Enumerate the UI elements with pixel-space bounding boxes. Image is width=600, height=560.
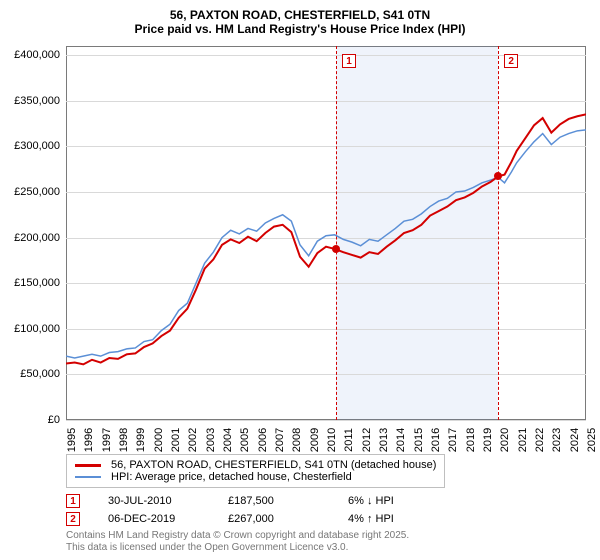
x-axis-label: 2011 <box>343 428 355 452</box>
legend-row: HPI: Average price, detached house, Ches… <box>75 471 436 483</box>
marker-badge: 1 <box>342 54 356 68</box>
x-axis-label: 2023 <box>551 428 563 452</box>
x-axis-label: 2013 <box>378 428 390 452</box>
marker-date: 30-JUL-2010 <box>108 495 200 507</box>
y-axis-label: £50,000 <box>20 368 60 380</box>
marker-badge: 2 <box>504 54 518 68</box>
chart-container: £0 £50,000 £100,000 £150,000 £200,000 £250,00… <box>0 40 600 448</box>
x-axis-label: 2007 <box>274 428 286 452</box>
chart-footer: 56, PAXTON ROAD, CHESTERFIELD, S41 0TN (… <box>0 448 600 560</box>
x-axis-label: 2001 <box>170 428 182 452</box>
series-line <box>66 130 586 358</box>
y-axis-label: £100,000 <box>14 323 60 335</box>
legend-label: 56, PAXTON ROAD, CHESTERFIELD, S41 0TN (… <box>111 459 436 471</box>
marker-dot <box>332 245 340 253</box>
x-axis-label: 2004 <box>222 428 234 452</box>
chart-titles: 56, PAXTON ROAD, CHESTERFIELD, S41 0TN P… <box>0 0 600 40</box>
x-axis-label: 2002 <box>187 428 199 452</box>
x-axis-label: 1998 <box>118 428 130 452</box>
series-line <box>66 114 586 364</box>
marker-delta: 4% ↑ HPI <box>348 513 440 525</box>
y-axis-label: £0 <box>48 414 60 426</box>
x-axis-label: 1997 <box>101 428 113 452</box>
x-axis-label: 2008 <box>291 428 303 452</box>
marker-price: £267,000 <box>228 513 320 525</box>
plot-area: £0£50,000£100,000£150,000£200,000£250,00… <box>66 46 586 420</box>
marker-delta: 6% ↓ HPI <box>348 495 440 507</box>
marker-badge: 1 <box>66 494 80 508</box>
x-axis-label: 2000 <box>153 428 165 452</box>
marker-dot <box>494 172 502 180</box>
title-address: 56, PAXTON ROAD, CHESTERFIELD, S41 0TN <box>4 8 596 22</box>
x-axis-label: 2021 <box>517 428 529 452</box>
x-axis-label: 2006 <box>257 428 269 452</box>
series-layer <box>66 46 586 420</box>
x-axis-label: 2020 <box>499 428 511 452</box>
x-axis-label: 2015 <box>413 428 425 452</box>
x-axis-label: 2009 <box>309 428 321 452</box>
gridline-h <box>66 420 586 421</box>
x-axis-label: 2025 <box>586 428 598 452</box>
x-axis-label: 2018 <box>465 428 477 452</box>
x-axis-label: 1999 <box>135 428 147 452</box>
title-subtitle: Price paid vs. HM Land Registry's House … <box>4 22 596 36</box>
x-axis-label: 2003 <box>205 428 217 452</box>
marker-table-row: 2 06-DEC-2019 £267,000 4% ↑ HPI <box>66 512 590 526</box>
legend-label: HPI: Average price, detached house, Ches… <box>111 471 352 483</box>
legend: 56, PAXTON ROAD, CHESTERFIELD, S41 0TN (… <box>66 454 445 488</box>
legend-swatch <box>75 476 101 478</box>
x-axis-label: 1995 <box>66 428 78 452</box>
x-axis-label: 1996 <box>83 428 95 452</box>
x-axis-label: 2005 <box>239 428 251 452</box>
x-axis-label: 2012 <box>361 428 373 452</box>
y-axis-label: £300,000 <box>14 140 60 152</box>
y-axis-label: £150,000 <box>14 277 60 289</box>
marker-price: £187,500 <box>228 495 320 507</box>
marker-date: 06-DEC-2019 <box>108 513 200 525</box>
y-axis-label: £350,000 <box>14 95 60 107</box>
x-axis-label: 2014 <box>395 428 407 452</box>
x-axis-label: 2017 <box>447 428 459 452</box>
x-axis-label: 2019 <box>482 428 494 452</box>
x-axis-label: 2022 <box>534 428 546 452</box>
y-axis-label: £200,000 <box>14 232 60 244</box>
legend-swatch <box>75 464 101 467</box>
marker-badge: 2 <box>66 512 80 526</box>
marker-table-row: 1 30-JUL-2010 £187,500 6% ↓ HPI <box>66 494 590 508</box>
legend-row: 56, PAXTON ROAD, CHESTERFIELD, S41 0TN (… <box>75 459 436 471</box>
y-axis-label: £400,000 <box>14 49 60 61</box>
marker-table: 1 30-JUL-2010 £187,500 6% ↓ HPI 2 06-DEC-2019… <box>66 494 590 526</box>
x-axis-label: 2010 <box>326 428 338 452</box>
license-text: Contains HM Land Registry data © Crown c… <box>66 530 590 554</box>
x-axis-label: 2024 <box>569 428 581 452</box>
y-axis-label: £250,000 <box>14 186 60 198</box>
x-axis-label: 2016 <box>430 428 442 452</box>
